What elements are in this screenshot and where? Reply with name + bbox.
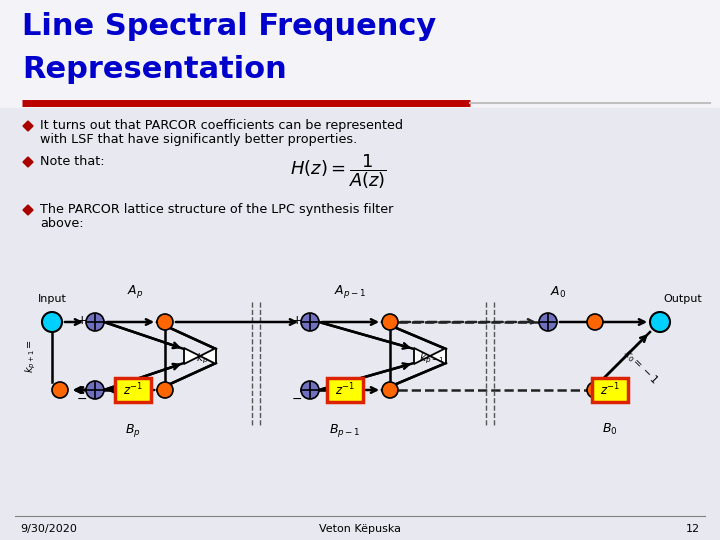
Circle shape [52, 382, 68, 398]
Text: −: − [292, 393, 302, 406]
Text: $B_{p-1}$: $B_{p-1}$ [329, 422, 361, 439]
Text: Output: Output [663, 294, 702, 304]
Text: +: + [292, 314, 302, 327]
Circle shape [587, 314, 603, 330]
Circle shape [157, 314, 173, 330]
Text: Input: Input [37, 294, 66, 304]
Text: $z^{-1}$: $z^{-1}$ [600, 382, 620, 399]
Text: $k_{p+1}=$: $k_{p+1}=$ [24, 339, 38, 373]
Circle shape [157, 382, 173, 398]
FancyBboxPatch shape [327, 378, 363, 402]
Text: Veton Këpuska: Veton Këpuska [319, 524, 401, 534]
Text: The PARCOR lattice structure of the LPC synthesis filter: The PARCOR lattice structure of the LPC … [40, 203, 393, 216]
Text: Representation: Representation [22, 55, 287, 84]
Text: $A_0$: $A_0$ [550, 285, 566, 300]
Polygon shape [23, 121, 33, 131]
Circle shape [382, 382, 398, 398]
Polygon shape [414, 348, 430, 364]
Text: $B_p$: $B_p$ [125, 422, 141, 439]
Text: $A_p$: $A_p$ [127, 283, 143, 300]
Circle shape [301, 313, 319, 331]
FancyBboxPatch shape [115, 378, 151, 402]
Text: $k_0=-1$: $k_0=-1$ [619, 347, 660, 388]
Text: $k_{p-1}$: $k_{p-1}$ [419, 352, 445, 366]
Text: 9/30/2020: 9/30/2020 [20, 524, 77, 534]
Polygon shape [200, 348, 216, 364]
Circle shape [587, 382, 603, 398]
Text: $z^{-1}$: $z^{-1}$ [335, 382, 355, 399]
Text: with LSF that have significantly better properties.: with LSF that have significantly better … [40, 133, 357, 146]
Polygon shape [23, 205, 33, 215]
Circle shape [382, 314, 398, 330]
Text: $A_{p-1}$: $A_{p-1}$ [334, 283, 366, 300]
Text: $z^{-1}$: $z^{-1}$ [123, 382, 143, 399]
Text: +: + [77, 314, 87, 327]
Polygon shape [23, 157, 33, 167]
FancyBboxPatch shape [592, 378, 628, 402]
Text: $B_0$: $B_0$ [602, 422, 618, 437]
Circle shape [42, 312, 62, 332]
Text: −: − [77, 393, 87, 406]
Text: $H(z)=\dfrac{1}{A(z)}$: $H(z)=\dfrac{1}{A(z)}$ [290, 152, 387, 191]
Circle shape [650, 312, 670, 332]
Text: Line Spectral Frequency: Line Spectral Frequency [22, 12, 436, 41]
Circle shape [301, 381, 319, 399]
Text: It turns out that PARCOR coefficients can be represented: It turns out that PARCOR coefficients ca… [40, 119, 403, 132]
Text: Note that:: Note that: [40, 155, 104, 168]
Text: 12: 12 [686, 524, 700, 534]
Circle shape [86, 381, 104, 399]
Circle shape [86, 313, 104, 331]
Text: $k_p$: $k_p$ [196, 352, 208, 366]
Text: above:: above: [40, 217, 84, 230]
Polygon shape [184, 348, 200, 364]
Circle shape [539, 313, 557, 331]
Polygon shape [430, 348, 446, 364]
